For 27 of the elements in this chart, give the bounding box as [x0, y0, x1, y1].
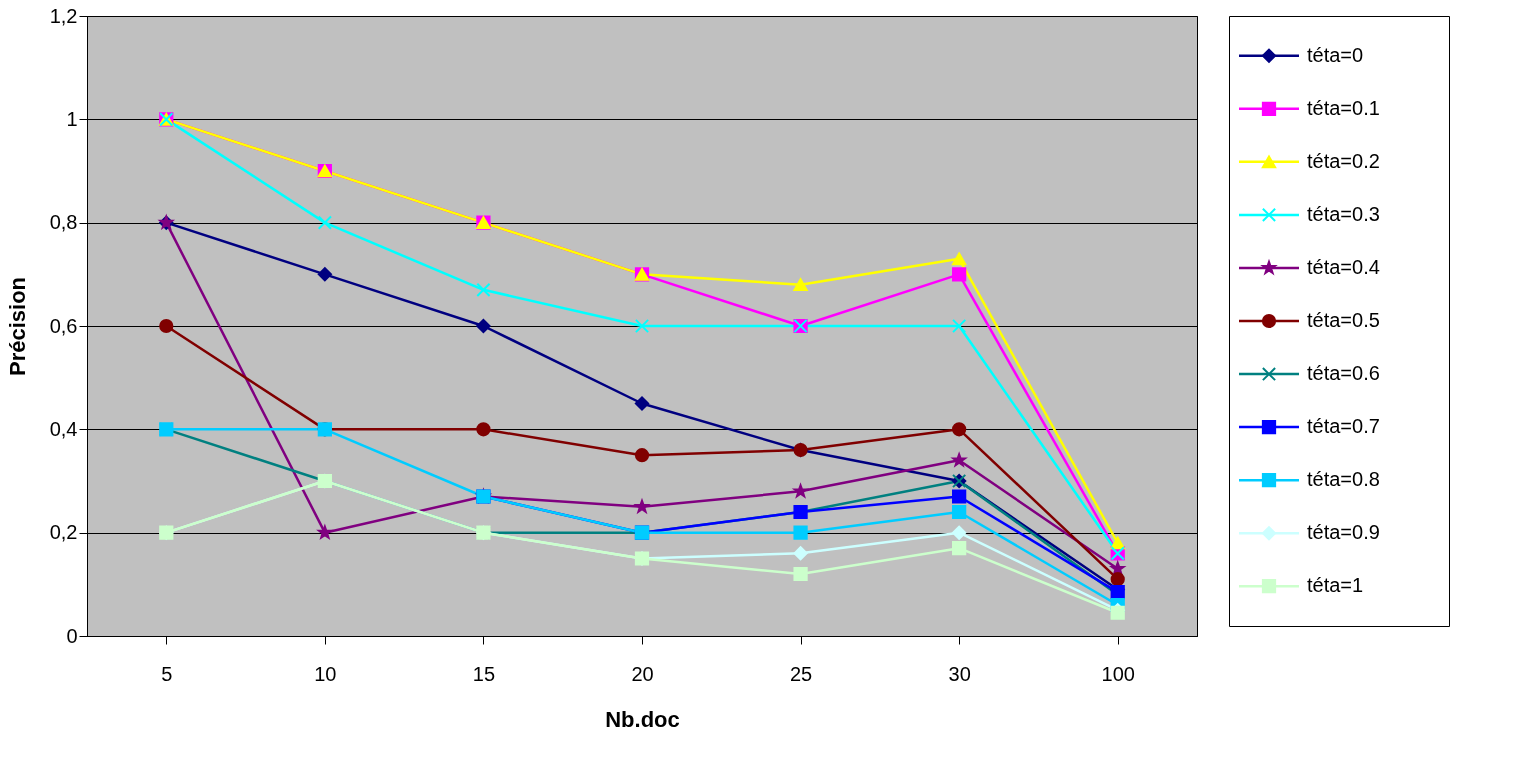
y-tick-label: 0,8: [49, 211, 78, 234]
x-tick-label: 30: [948, 662, 971, 685]
x-tick-label: 10: [314, 662, 337, 685]
legend-label: téta=0.4: [1307, 255, 1380, 278]
legend-label: téta=0: [1307, 43, 1364, 66]
legend-label: téta=1: [1307, 574, 1364, 597]
x-axis-title: Nb.doc: [605, 706, 680, 732]
legend-label: téta=0.7: [1307, 415, 1380, 438]
legend-label: téta=0.9: [1307, 521, 1380, 544]
x-tick-label: 20: [631, 662, 654, 685]
legend-label: téta=0.5: [1307, 309, 1380, 331]
y-axis-title: Précision: [4, 276, 30, 377]
legend-label: téta=0.3: [1307, 202, 1380, 225]
x-tick-label: 25: [789, 662, 813, 685]
x-tick-label: 5: [161, 662, 173, 685]
y-tick-label: 0,4: [49, 417, 78, 440]
y-tick-label: 0,2: [49, 521, 78, 544]
y-tick-label: 0,6: [49, 314, 78, 337]
legend-label: téta=0.6: [1307, 362, 1380, 385]
y-tick-label: 0: [66, 624, 78, 647]
legend-label: téta=0.1: [1307, 96, 1380, 119]
legend-label: téta=0.8: [1307, 468, 1380, 491]
x-tick-label: 15: [472, 662, 496, 685]
legend-label: téta=0.2: [1307, 149, 1380, 172]
y-tick-label: 1: [66, 107, 78, 130]
x-tick-label: 100: [1101, 662, 1135, 685]
y-tick-label: 1,2: [49, 4, 78, 27]
